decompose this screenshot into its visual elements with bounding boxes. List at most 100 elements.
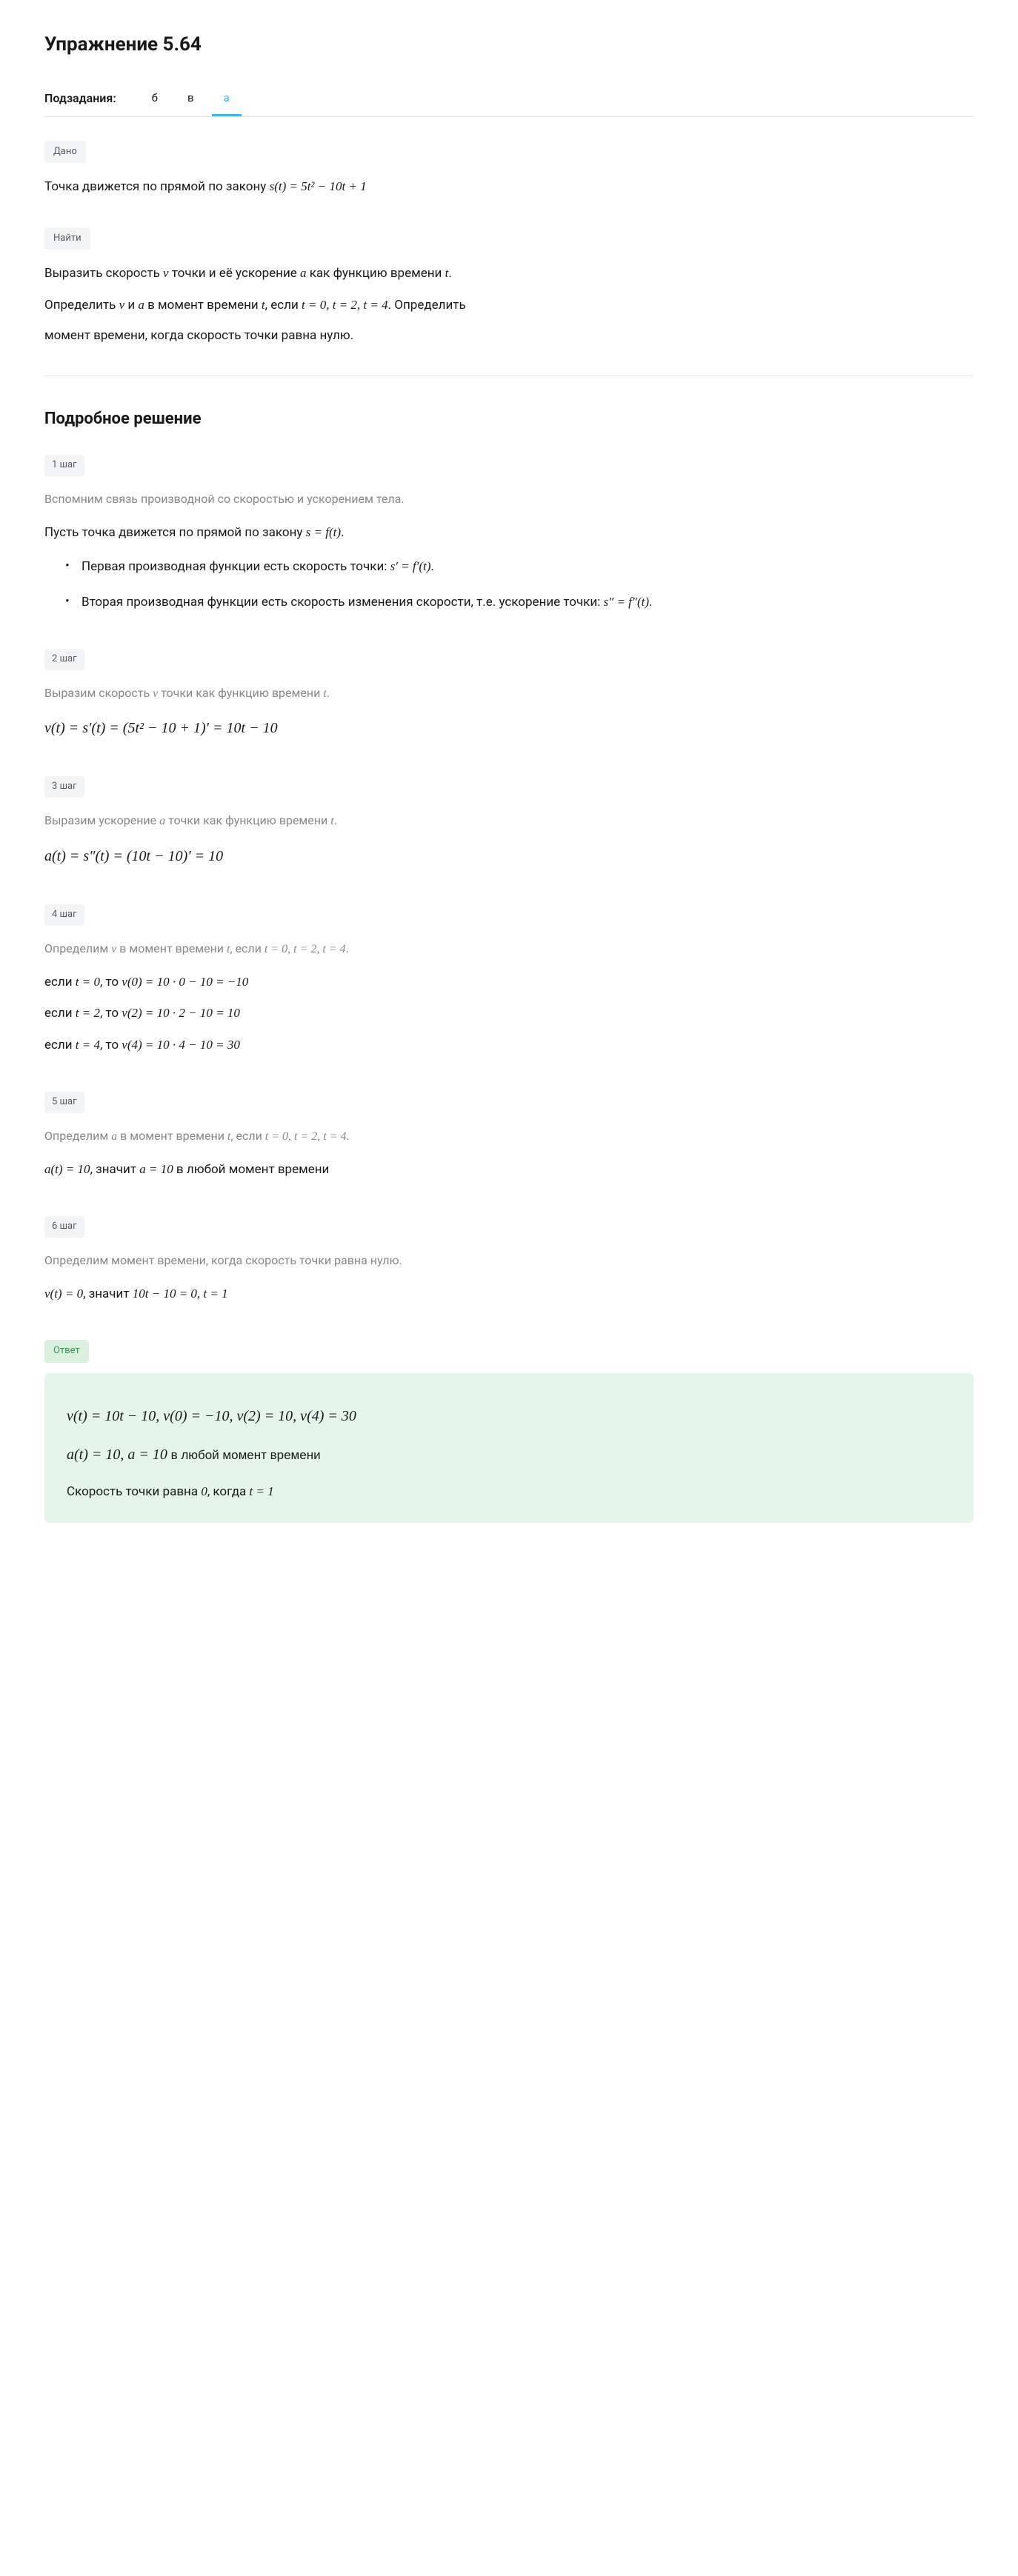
t: .: [347, 1129, 350, 1143]
solution-header: Подробное решение: [44, 406, 974, 432]
tab-v[interactable]: в: [176, 81, 206, 116]
t: как функцию времени: [307, 266, 445, 281]
tab-b[interactable]: б: [140, 81, 170, 116]
t: t = 0, t = 2, t = 4: [265, 943, 346, 955]
given-section: Дано Точка движется по прямой по закону …: [44, 141, 974, 198]
subtasks-row: Подзадания: б в а: [44, 81, 974, 117]
bullet-item: Вторая производная функции есть скорость…: [65, 592, 974, 613]
find-line3: момент времени, когда скорость точки рав…: [44, 326, 974, 346]
t: в момент времени: [116, 941, 227, 955]
t: если: [44, 1006, 76, 1021]
step-6: 6 шаг Определим момент времени, когда ск…: [44, 1215, 974, 1304]
find-line1: Выразить скорость v точки и её ускорение…: [44, 263, 974, 284]
bullet-item: Первая производная функции есть скорость…: [65, 556, 974, 577]
answer-line: a(t) = 10, a = 10 в любой момент времени: [67, 1443, 951, 1466]
step-gray: Определим момент времени, когда скорость…: [44, 1251, 974, 1270]
t: точки и её ускорение: [169, 266, 300, 281]
t: если: [44, 1038, 76, 1052]
step-gray: Определим v в момент времени t, если t =…: [44, 939, 974, 959]
step-formula: a(t) = s″(t) = (10t − 10)′ = 10: [44, 844, 974, 868]
t: .: [649, 595, 652, 610]
t: в момент времени: [117, 1129, 227, 1143]
t: s = f(t): [306, 525, 341, 539]
t: v(0) = 10 · 0 − 10 = −10: [122, 975, 248, 989]
step-5: 5 шаг Определим a в момент времени t, ес…: [44, 1091, 974, 1181]
t: Пусть точка движется по прямой по закону: [44, 525, 306, 540]
t: Выразить скорость: [44, 266, 163, 281]
tab-a[interactable]: а: [212, 81, 242, 116]
t: a(t) = 10: [44, 1162, 90, 1176]
t: .: [334, 813, 337, 827]
given-text: Точка движется по прямой по закону s(t) …: [44, 176, 974, 197]
t: a: [138, 298, 144, 312]
given-formula: s(t) = 5t² − 10t + 1: [270, 179, 367, 193]
t: .: [341, 525, 344, 540]
step-2: 2 шаг Выразим скорость v точки как функц…: [44, 648, 974, 740]
t: 10t − 10 = 0, t = 1: [133, 1287, 228, 1301]
answer-section: Ответ v(t) = 10t − 10, v(0) = −10, v(2) …: [44, 1340, 974, 1523]
step-tag: 4 шаг: [44, 904, 84, 926]
answer-box: v(t) = 10t − 10, v(0) = −10, v(2) = 10, …: [44, 1373, 974, 1523]
t: Вторая производная функции есть скорость…: [81, 595, 604, 610]
t: Первая производная функции есть скорость…: [81, 559, 390, 574]
step-formula: v(t) = s′(t) = (5t² − 10 + 1)′ = 10t − 1…: [44, 716, 974, 740]
t: , если: [230, 941, 264, 955]
t: и: [124, 298, 138, 313]
t: точки как функцию времени: [165, 813, 330, 827]
t: t = 0: [76, 975, 100, 989]
t: в любой момент времени: [167, 1448, 321, 1462]
step-line: если t = 0, то v(0) = 10 · 0 − 10 = −10: [44, 972, 974, 992]
t: t = 0, t = 2, t = 4: [265, 1130, 347, 1143]
t: a(t) = 10, a = 10: [67, 1447, 167, 1463]
t: a: [300, 266, 307, 280]
t: t = 1: [250, 1484, 274, 1498]
find-section: Найти Выразить скорость v точки и её уск…: [44, 227, 974, 346]
t: t = 4: [76, 1038, 100, 1052]
t: если: [44, 975, 76, 990]
subtasks-label: Подзадания:: [44, 89, 116, 108]
t: .: [430, 559, 433, 574]
step-1: 1 шаг Вспомним связь производной со скор…: [44, 454, 974, 613]
step-gray: Выразим скорость v точки как функцию вре…: [44, 684, 974, 704]
t: a: [159, 815, 165, 827]
t: , если: [265, 298, 302, 313]
step-gray: Вспомним связь производной со скоростью …: [44, 490, 974, 509]
t: точки как функцию времени: [158, 686, 323, 700]
t: .: [346, 941, 349, 955]
t: Выразим ускорение: [44, 813, 159, 827]
t: в момент времени: [144, 298, 262, 313]
t: s″ = f″(t): [604, 595, 650, 609]
step-gray: Определим a в момент времени t, если t =…: [44, 1127, 974, 1147]
step-line: v(t) = 0, значит 10t − 10 = 0, t = 1: [44, 1284, 974, 1304]
page-title: Упражнение 5.64: [44, 30, 974, 61]
step-tag: 3 шаг: [44, 776, 84, 798]
t: a: [111, 1130, 117, 1143]
step-tag: 6 шаг: [44, 1216, 84, 1238]
step-tag: 2 шаг: [44, 649, 84, 670]
t: a = 10: [139, 1162, 173, 1176]
step-line: a(t) = 10, значит a = 10 в любой момент …: [44, 1159, 974, 1180]
t: 0: [201, 1484, 207, 1498]
step-tag: 1 шаг: [44, 455, 84, 476]
t: в любой момент времени: [173, 1162, 330, 1177]
t: .: [327, 686, 330, 700]
t: . Определить: [388, 298, 466, 313]
t: t = 0, t = 2, t = 4: [302, 298, 388, 312]
answer-tag: Ответ: [44, 1340, 89, 1363]
t: , значит: [90, 1162, 140, 1177]
t: v(2) = 10 · 2 − 10 = 10: [122, 1006, 240, 1020]
t: Скорость точки равна: [67, 1484, 201, 1499]
find-line2: Определить v и a в момент времени t, есл…: [44, 295, 974, 316]
step-bullets: Первая производная функции есть скорость…: [44, 556, 974, 613]
t: Определим: [44, 941, 111, 955]
t: , значит: [83, 1287, 133, 1301]
step-line: если t = 2, то v(2) = 10 · 2 − 10 = 10: [44, 1003, 974, 1024]
answer-line: Скорость точки равна 0, когда t = 1: [67, 1481, 951, 1502]
t: Определим: [44, 1129, 111, 1143]
t: , если: [230, 1129, 265, 1143]
t: Определить: [44, 298, 119, 313]
step-tag: 5 шаг: [44, 1092, 84, 1113]
t: , когда: [207, 1484, 250, 1499]
t: , то: [100, 1006, 122, 1021]
t: Выразим скорость: [44, 686, 153, 700]
